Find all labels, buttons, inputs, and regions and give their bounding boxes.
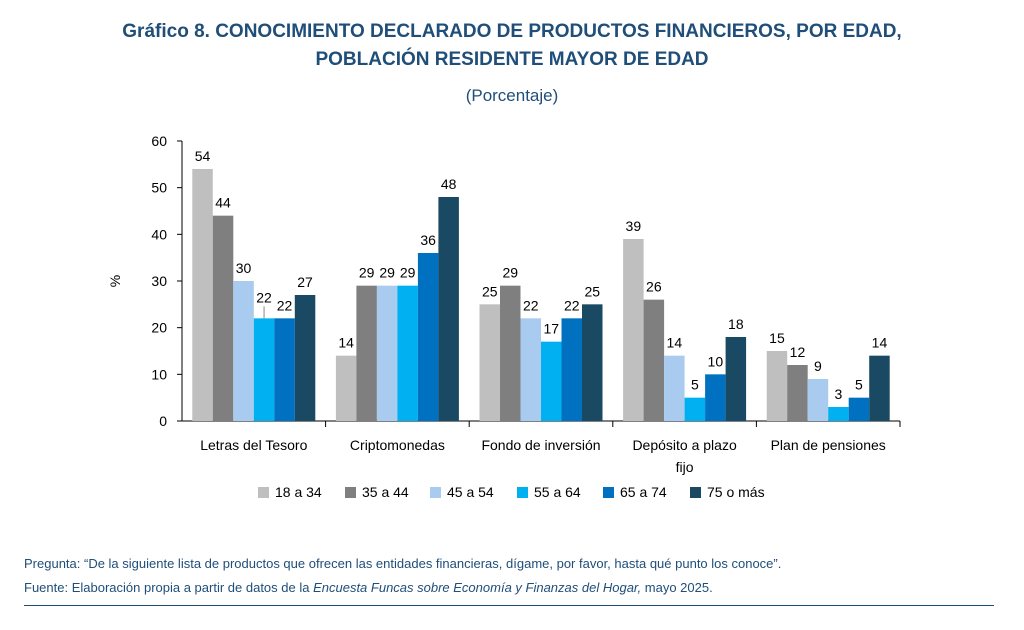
data-label: 3: [835, 386, 843, 402]
data-label: 25: [584, 283, 600, 299]
x-tick-label: fijo: [676, 459, 694, 475]
data-label: 17: [543, 321, 559, 337]
bar: [664, 355, 685, 421]
data-label: 30: [236, 260, 252, 276]
bar: [479, 304, 500, 421]
legend-swatch: [258, 487, 269, 498]
data-label: 5: [855, 377, 863, 393]
x-tick-label: Criptomonedas: [350, 437, 445, 453]
bar: [233, 281, 254, 421]
y-tick-label: 40: [151, 226, 167, 242]
bar: [335, 355, 357, 421]
bar: [869, 355, 890, 421]
x-tick-label: Depósito a plazo: [632, 437, 737, 453]
data-label: 14: [338, 335, 354, 351]
y-tick-label: 60: [151, 133, 167, 149]
data-label: 18: [728, 316, 744, 332]
y-tick-label: 50: [151, 180, 167, 196]
bar: [541, 341, 562, 421]
legend-label: 65 a 74: [620, 484, 667, 500]
chart-title: Gráfico 8. CONOCIMIENTO DECLARADO DE PRO…: [0, 18, 1024, 74]
data-label: 25: [482, 283, 498, 299]
x-tick-label: Fondo de inversión: [481, 437, 600, 453]
x-tick-label: Plan de pensiones: [771, 437, 886, 453]
data-label: 9: [814, 358, 822, 374]
bar: [582, 304, 603, 421]
bar: [253, 318, 275, 421]
legend-swatch: [430, 487, 441, 498]
bar: [438, 197, 459, 421]
source-note: Fuente: Elaboración propia a partir de d…: [24, 580, 713, 595]
data-label: 48: [441, 176, 457, 192]
bar: [705, 374, 726, 421]
bar: [274, 318, 295, 421]
source-suffix: mayo 2025.: [641, 580, 713, 595]
data-label: 29: [359, 265, 375, 281]
bar: [623, 239, 644, 421]
data-label: 22: [564, 297, 580, 313]
legend-swatch: [345, 487, 356, 498]
data-label: 44: [215, 195, 231, 211]
chart-subtitle: (Porcentaje): [465, 86, 559, 105]
bar: [397, 285, 418, 421]
data-label: 14: [872, 335, 888, 351]
data-label: 39: [626, 218, 642, 234]
data-label: 10: [708, 353, 724, 369]
bar: [766, 351, 788, 421]
data-label: 15: [769, 330, 785, 346]
data-label: 22: [256, 289, 272, 305]
bar: [294, 295, 316, 421]
x-tick-label: Letras del Tesoro: [200, 437, 307, 453]
bar: [192, 169, 213, 421]
bar: [787, 365, 808, 421]
bar: [376, 285, 398, 421]
data-label: 26: [646, 279, 662, 295]
y-tick-label: 20: [151, 320, 167, 336]
bar: [561, 318, 582, 421]
legend-swatch: [603, 487, 614, 498]
question-note: Pregunta: “De la siguiente lista de prod…: [24, 556, 782, 571]
data-label: 54: [195, 148, 211, 164]
bar: [725, 337, 747, 421]
data-label: 12: [790, 344, 806, 360]
y-tick-label: 0: [159, 413, 167, 429]
bar: [684, 397, 706, 421]
source-title: Encuesta Funcas sobre Economía y Finanza…: [313, 580, 642, 595]
legend-label: 75 o más: [707, 484, 765, 500]
source-prefix: Fuente: Elaboración propia a partir de d…: [24, 580, 314, 595]
legend-swatch: [517, 487, 528, 498]
bar: [356, 285, 377, 421]
bar: [520, 318, 541, 421]
data-label: 36: [420, 232, 436, 248]
bar: [212, 215, 234, 421]
bar: [848, 397, 870, 421]
chart-title-line1: Gráfico 8. CONOCIMIENTO DECLARADO DE PRO…: [122, 21, 902, 42]
data-label: 29: [400, 265, 416, 281]
data-label: 14: [667, 335, 683, 351]
bar: [500, 285, 521, 421]
bar: [807, 379, 829, 421]
legend-label: 35 a 44: [362, 484, 409, 500]
bar: [417, 253, 439, 421]
bar: [643, 299, 665, 421]
data-label: 29: [502, 265, 518, 281]
data-label: 29: [379, 265, 395, 281]
y-tick-label: 10: [151, 366, 167, 382]
chart-title-line2: POBLACIÓN RESIDENTE MAYOR DE EDAD: [315, 49, 709, 70]
legend-label: 18 a 34: [275, 484, 322, 500]
y-tick-label: 30: [151, 273, 167, 289]
data-label: 5: [691, 377, 699, 393]
footer-rule: [24, 605, 994, 606]
data-label: 27: [297, 274, 313, 290]
legend-swatch: [690, 487, 701, 498]
legend-label: 55 a 64: [534, 484, 581, 500]
bar: [828, 407, 849, 421]
y-axis-label: %: [107, 275, 123, 287]
data-label: 22: [277, 297, 293, 313]
data-label: 22: [523, 297, 539, 313]
legend-label: 45 a 54: [447, 484, 494, 500]
